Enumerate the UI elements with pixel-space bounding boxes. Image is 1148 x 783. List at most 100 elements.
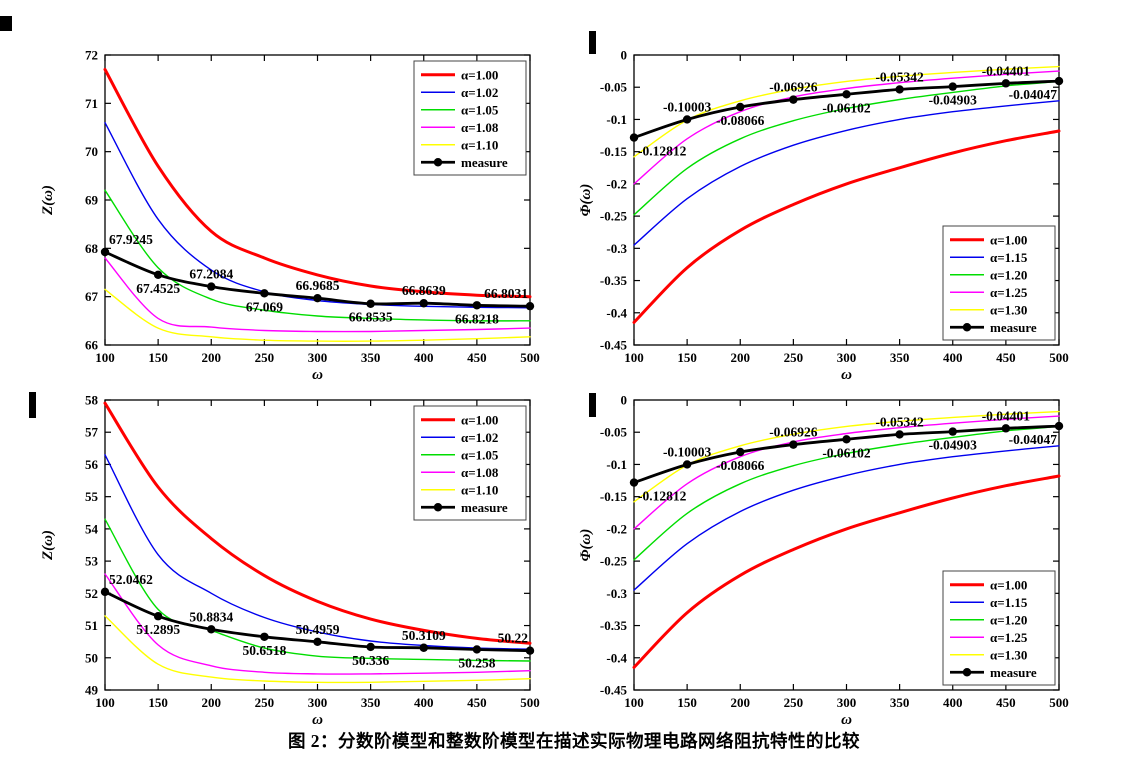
x-tick-label: 350 bbox=[890, 350, 910, 365]
series-α=1.20 bbox=[633, 80, 1060, 216]
point-label: -0.08066 bbox=[716, 113, 765, 128]
point-label: 66.8218 bbox=[455, 311, 499, 326]
point-label: -0.06926 bbox=[769, 80, 818, 95]
chart-slot-impedance-bottom: 100 150 200 250 300 350 400 450 500 49 50 51 52 53 54 5… bbox=[0, 392, 574, 730]
x-tick-label: 150 bbox=[677, 350, 697, 365]
y-tick-label: -0.15 bbox=[600, 144, 628, 159]
x-tick-label: 100 bbox=[624, 695, 644, 710]
point-label: -0.04401 bbox=[982, 63, 1031, 78]
y-tick-label: -0.45 bbox=[600, 683, 628, 698]
series-α=1.10 bbox=[104, 288, 531, 342]
series-α=1.00 bbox=[632, 129, 1061, 324]
measure-point bbox=[260, 632, 269, 641]
series-α=1.02 bbox=[104, 122, 531, 309]
x-axis-label: ω bbox=[312, 367, 323, 383]
x-tick-label: 200 bbox=[731, 350, 751, 365]
x-tick-label: 300 bbox=[308, 350, 328, 365]
series-α=1.25 bbox=[633, 415, 1060, 530]
measure-point bbox=[1054, 76, 1064, 86]
y-tick-label: 69 bbox=[85, 193, 99, 208]
series-α=1.08 bbox=[104, 573, 531, 675]
legend-entry-label: α=1.15 bbox=[990, 250, 1028, 265]
measure-point bbox=[629, 133, 639, 142]
series-α=1.15 bbox=[633, 100, 1060, 246]
figure-caption: 图 2：分数阶模型和整数阶模型在描述实际物理电路网络阻抗特性的比较 bbox=[287, 731, 861, 751]
measure-point bbox=[419, 643, 428, 652]
y-tick-label: -0.05 bbox=[600, 425, 628, 440]
series-α=1.08 bbox=[104, 257, 531, 333]
point-label: 66.8535 bbox=[349, 310, 393, 325]
y-tick-label: 50 bbox=[85, 650, 98, 665]
y-tick-label: 52 bbox=[85, 586, 98, 601]
y-tick-label: 49 bbox=[85, 683, 99, 698]
measure-point bbox=[682, 115, 692, 124]
y-axis-label: Z(ω) bbox=[40, 530, 56, 561]
x-tick-label: 250 bbox=[255, 695, 275, 710]
y-tick-label: 0 bbox=[621, 393, 628, 408]
measure-point bbox=[153, 612, 163, 621]
legend-entry-label: measure bbox=[990, 320, 1037, 335]
y-tick-label: 58 bbox=[85, 393, 99, 408]
point-label: -0.04047 bbox=[1009, 432, 1058, 447]
point-label: -0.04903 bbox=[929, 93, 978, 108]
y-tick-label: -0.3 bbox=[606, 241, 627, 256]
x-tick-label: 500 bbox=[1049, 695, 1069, 710]
measure-point bbox=[260, 289, 269, 298]
measure-point bbox=[366, 642, 375, 652]
series-α=1.00 bbox=[632, 474, 1061, 669]
x-tick-label: 350 bbox=[361, 350, 381, 365]
y-tick-label: -0.25 bbox=[600, 554, 628, 569]
series-α=1.00 bbox=[103, 401, 532, 645]
series-α=1.25 bbox=[633, 70, 1060, 185]
x-tick-label: 150 bbox=[677, 695, 697, 710]
y-tick-label: -0.1 bbox=[606, 457, 627, 472]
legend-entry-label: α=1.30 bbox=[990, 302, 1027, 317]
legend-entry-label: α=1.00 bbox=[990, 232, 1027, 247]
point-label: 66.9685 bbox=[296, 278, 340, 293]
x-tick-label: 100 bbox=[624, 350, 644, 365]
measure-point bbox=[789, 440, 798, 449]
measure-point bbox=[789, 95, 798, 104]
chart-slot-phase-top: 100 150 200 250 300 350 400 450 500 0 -0.05 -0.1 -0.… bbox=[574, 0, 1148, 392]
legend-entry-label: α=1.25 bbox=[990, 630, 1028, 645]
y-tick-label: 71 bbox=[85, 96, 98, 111]
measure-point bbox=[525, 646, 535, 655]
legend-entry-label: measure bbox=[461, 500, 508, 515]
point-label: 50.6518 bbox=[242, 643, 286, 658]
legend-entry-label: α=1.00 bbox=[461, 67, 498, 82]
measure-point bbox=[948, 427, 957, 436]
series-α=1.05 bbox=[104, 189, 531, 322]
point-label: 50.22 bbox=[498, 631, 529, 646]
measure-point bbox=[207, 625, 216, 634]
y-axis-label: Z(ω) bbox=[40, 185, 56, 216]
measure-point bbox=[736, 102, 745, 112]
point-label: -0.04401 bbox=[982, 408, 1031, 423]
y-tick-label: -0.05 bbox=[600, 80, 628, 95]
chart-phase-bottom: 100 150 200 250 300 350 400 450 500 0 -0.05 -0.1 -0.… bbox=[578, 393, 1069, 729]
point-label: -0.10003 bbox=[663, 99, 712, 114]
chart-impedance-bottom: 100 150 200 250 300 350 400 450 500 49 50 51 52 53 54 5… bbox=[40, 393, 540, 729]
x-tick-label: 250 bbox=[784, 350, 804, 365]
legend-entry-label: α=1.20 bbox=[990, 612, 1027, 627]
measure-point bbox=[153, 270, 163, 279]
x-tick-label: 250 bbox=[784, 695, 804, 710]
x-tick-label: 150 bbox=[148, 695, 168, 710]
measure-point bbox=[366, 299, 375, 308]
legend-entry-label: α=1.00 bbox=[461, 412, 498, 427]
point-label: 50.258 bbox=[458, 655, 495, 670]
x-tick-label: 200 bbox=[731, 695, 751, 710]
measure-point bbox=[207, 282, 216, 291]
y-tick-label: -0.15 bbox=[600, 489, 628, 504]
legend-entry-label: measure bbox=[990, 665, 1037, 680]
y-tick-label: -0.45 bbox=[600, 338, 628, 353]
measure-point bbox=[472, 645, 482, 654]
x-tick-label: 400 bbox=[414, 350, 434, 365]
y-tick-label: -0.35 bbox=[600, 273, 628, 288]
series-α=1.02 bbox=[104, 454, 531, 650]
x-tick-label: 100 bbox=[95, 350, 115, 365]
legend-entry-label: α=1.30 bbox=[990, 647, 1027, 662]
y-tick-label: 0 bbox=[621, 48, 628, 63]
legend-entry-label: α=1.15 bbox=[990, 595, 1028, 610]
y-tick-label: 55 bbox=[85, 489, 99, 504]
